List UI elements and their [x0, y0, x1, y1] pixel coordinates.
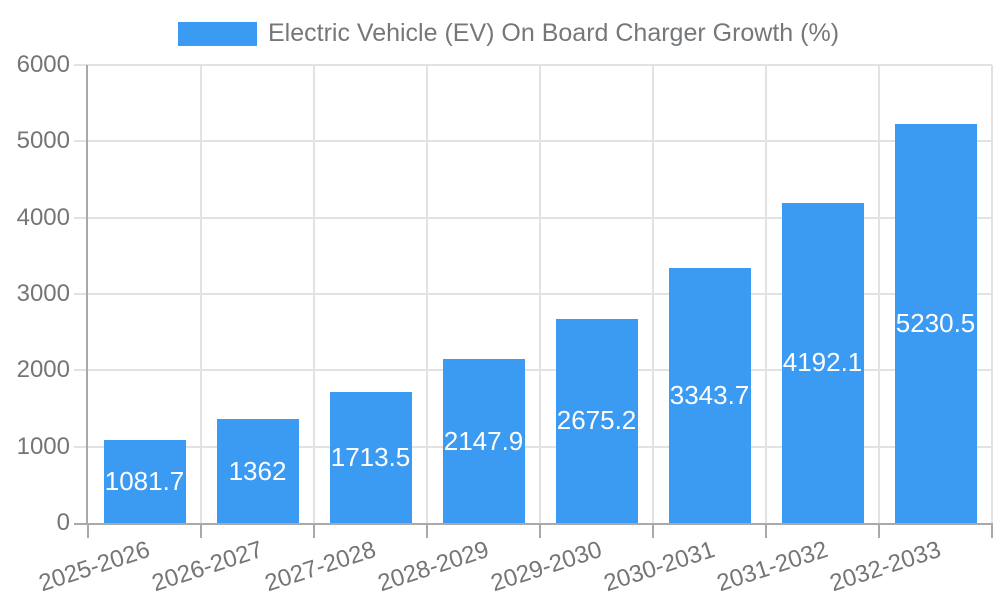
bar-2026-2027[interactable]: 1362	[216, 419, 299, 523]
x-axis-tick	[652, 523, 654, 538]
y-gridline	[74, 140, 992, 143]
x-gridline	[765, 65, 767, 523]
x-axis-tick	[878, 523, 880, 538]
x-axis-tick	[87, 523, 89, 538]
x-axis-line	[74, 523, 992, 525]
y-gridline	[74, 369, 992, 372]
legend-swatch-icon	[178, 21, 257, 46]
x-axis-tick	[313, 523, 315, 538]
bar-2028-2029[interactable]: 2147.9	[442, 359, 525, 523]
bar-2032-2033[interactable]: 5230.5	[894, 123, 977, 523]
bar-2029-2030[interactable]: 2675.2	[555, 318, 638, 523]
x-axis-tick-label: 2028-2029	[374, 536, 492, 598]
y-axis-tick-label: 5000	[16, 127, 70, 155]
x-gridline	[200, 65, 202, 523]
x-axis-tick	[765, 523, 767, 538]
x-gridline	[539, 65, 541, 523]
x-gridline	[878, 65, 880, 523]
x-gridline	[991, 65, 993, 523]
bar-value-label: 1713.5	[330, 442, 411, 473]
legend[interactable]: Electric Vehicle (EV) On Board Charger G…	[178, 19, 839, 48]
x-axis-tick	[426, 523, 428, 538]
x-gridline	[313, 65, 315, 523]
bar-2027-2028[interactable]: 1713.5	[329, 392, 412, 523]
x-axis-tick-label: 2026-2027	[148, 536, 266, 598]
bar-value-label: 5230.5	[895, 307, 976, 338]
bar-2025-2026[interactable]: 1081.7	[103, 440, 186, 523]
x-axis-tick-label: 2025-2026	[35, 536, 153, 598]
y-gridline	[74, 216, 992, 219]
x-axis-tick-label: 2027-2028	[261, 536, 379, 598]
y-axis-line	[86, 65, 88, 525]
x-gridline	[426, 65, 428, 523]
x-axis-tick-label: 2029-2030	[487, 536, 605, 598]
x-axis-tick-label: 2031-2032	[713, 536, 831, 598]
y-axis-tick-label: 2000	[16, 356, 70, 384]
x-axis-tick	[200, 523, 202, 538]
bar-value-label: 4192.1	[782, 347, 863, 378]
y-axis-tick-label: 4000	[16, 203, 70, 231]
y-gridline	[74, 293, 992, 295]
bar-value-label: 3343.7	[669, 379, 750, 410]
y-axis-tick-label: 3000	[16, 280, 70, 307]
bar-value-label: 2675.2	[556, 405, 637, 436]
bar-value-label: 2147.9	[443, 425, 524, 456]
y-axis-tick-label: 1000	[16, 432, 70, 460]
y-gridline	[74, 64, 992, 66]
bar-value-label: 1362	[228, 455, 287, 486]
legend-label: Electric Vehicle (EV) On Board Charger G…	[268, 19, 840, 47]
bar-2030-2031[interactable]: 3343.7	[668, 267, 751, 523]
x-axis-tick	[991, 523, 993, 538]
x-axis-tick-label: 2032-2033	[826, 536, 944, 598]
x-axis-tick	[539, 523, 541, 538]
bar-value-label: 1081.7	[104, 466, 185, 497]
x-axis-tick-label: 2030-2031	[600, 536, 718, 598]
bar-2031-2032[interactable]: 4192.1	[781, 203, 864, 523]
y-gridline	[74, 445, 992, 448]
y-axis-tick-label: 0	[56, 509, 70, 536]
y-axis-tick-label: 6000	[16, 51, 70, 78]
x-gridline	[652, 65, 654, 523]
